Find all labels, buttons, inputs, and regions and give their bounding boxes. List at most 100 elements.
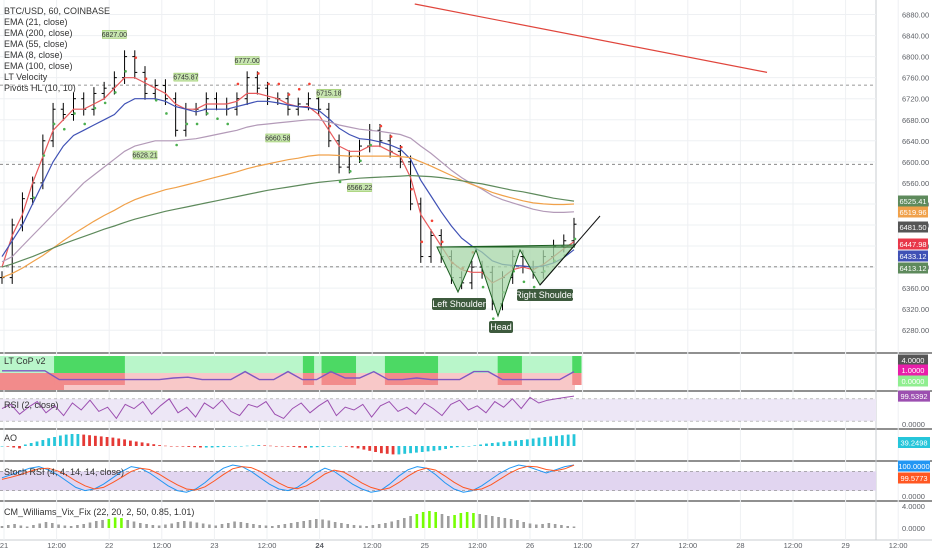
- ao-bar: [520, 440, 523, 446]
- x-tick-label: 12:00: [363, 541, 382, 550]
- vix-bar: [415, 514, 419, 528]
- vix-bar: [365, 526, 368, 528]
- vix-bar: [44, 522, 48, 528]
- vix-bar: [220, 524, 224, 528]
- ao-bar: [152, 444, 156, 446]
- y-tick-label: 6360.00: [902, 284, 929, 293]
- pivot-label-box: [316, 88, 342, 98]
- price-tag-text: 6519.96: [899, 208, 926, 217]
- sar-dot: [522, 280, 526, 284]
- vix-bar: [522, 522, 526, 528]
- ao-bar: [105, 437, 109, 446]
- vix-bar: [101, 520, 104, 528]
- pattern-annotation-right-shoulder: Right Shoulder: [515, 290, 575, 300]
- cop-green-segment: [572, 356, 582, 373]
- vix-bar: [384, 523, 387, 528]
- cop-pane[interactable]: [0, 356, 582, 390]
- sar-dot: [573, 237, 577, 241]
- vix-bar: [497, 517, 500, 528]
- stoch-line-d: [1, 464, 575, 491]
- ao-bar: [222, 446, 226, 447]
- ao-bar: [514, 440, 518, 446]
- sar-dot: [267, 82, 270, 86]
- ao-bar: [12, 446, 16, 448]
- y-tick-label: 6760.00: [902, 74, 929, 83]
- ao-bar: [129, 440, 132, 446]
- ao-pane[interactable]: [0, 434, 576, 455]
- sar-dot: [328, 124, 332, 128]
- legend-ema-55[interactable]: EMA (55, close): [4, 39, 68, 49]
- ao-bar: [321, 446, 325, 447]
- price-tag-box: [898, 250, 928, 262]
- stoch-pane-label[interactable]: Stoch RSI (4, 4, 14, 14, close): [4, 467, 124, 477]
- legend-ema-21[interactable]: EMA (21, close): [4, 17, 68, 27]
- vix-bar: [164, 524, 167, 528]
- sar-dot: [481, 285, 485, 289]
- vix-bar: [13, 524, 16, 528]
- ao-pane-label[interactable]: AO: [4, 433, 17, 443]
- vix-pane-label[interactable]: CM_Williams_Vix_Fix (22, 20, 2, 50, 0.85…: [4, 507, 194, 517]
- ao-bar: [339, 446, 342, 447]
- legend-ema-200[interactable]: EMA (200, close): [4, 28, 73, 38]
- vix-bar: [472, 513, 475, 528]
- sar-dot: [83, 122, 87, 126]
- ao-tag-box: [898, 437, 930, 448]
- sar-dot: [379, 124, 383, 128]
- legend-ema-8[interactable]: EMA (8, close): [4, 50, 63, 60]
- ao-bar: [47, 438, 51, 446]
- legend-ema-100[interactable]: EMA (100, close): [4, 61, 73, 71]
- x-tick-label: 21: [0, 541, 8, 550]
- ao-bar: [117, 438, 121, 446]
- cop-pane-label[interactable]: LT CoP v2: [4, 356, 46, 366]
- vix-bar: [132, 521, 136, 528]
- sar-dot: [175, 143, 178, 147]
- ao-bar: [187, 446, 191, 447]
- ao-bar: [461, 446, 465, 447]
- rsi-pane[interactable]: [0, 395, 876, 422]
- ao-bar: [0, 446, 4, 447]
- vix-bar: [490, 516, 494, 528]
- ao-bar: [479, 444, 483, 446]
- vix-bar: [120, 518, 123, 528]
- sar-dot: [236, 82, 240, 86]
- x-tick-label: 25: [421, 541, 429, 550]
- sar-dot: [287, 93, 291, 96]
- sar-dot: [154, 98, 158, 102]
- vix-bar: [402, 518, 406, 528]
- vix-bar: [314, 519, 318, 528]
- cop-green-segment: [54, 356, 125, 373]
- ao-bar: [496, 442, 500, 446]
- ao-bar: [58, 435, 62, 446]
- vix-bar: [541, 524, 544, 528]
- sar-dot: [400, 145, 403, 149]
- ao-bar: [169, 446, 173, 447]
- vix-pane[interactable]: [0, 511, 576, 528]
- stoch-pane[interactable]: [0, 464, 876, 493]
- y-tick-label: 6800.00: [902, 53, 929, 62]
- vix-bar: [19, 525, 23, 528]
- ao-bar: [175, 446, 179, 447]
- legend-lt-velocity[interactable]: LT Velocity: [4, 72, 48, 82]
- legend-pivots-hl[interactable]: Pivots HL (10, 10): [4, 83, 76, 93]
- vix-bar: [126, 520, 130, 528]
- ao-bar: [543, 437, 547, 446]
- ao-bar: [123, 439, 126, 446]
- pivot-label-text: 6660.58: [265, 135, 290, 142]
- sar-dot: [144, 77, 148, 81]
- vix-bar: [534, 524, 538, 528]
- vix-bar: [0, 526, 4, 528]
- sar-dot: [185, 122, 189, 126]
- x-tick-label: 12:00: [47, 541, 66, 550]
- sar-dot: [440, 240, 444, 244]
- ao-bar: [251, 445, 255, 446]
- price-pane[interactable]: 6827.00 6745.87 6777.00 6715.18 6628.21 6660.…: [0, 3, 876, 333]
- pivot-label-text: 6777.00: [234, 58, 259, 65]
- vix-bar: [208, 524, 211, 528]
- vix-bar: [572, 526, 576, 528]
- ao-bar: [41, 440, 45, 446]
- ao-bar: [525, 439, 529, 446]
- ao-bar: [485, 443, 488, 446]
- rsi-pane-label[interactable]: RSI (2, close): [4, 400, 59, 410]
- price-tag-box: [898, 238, 928, 250]
